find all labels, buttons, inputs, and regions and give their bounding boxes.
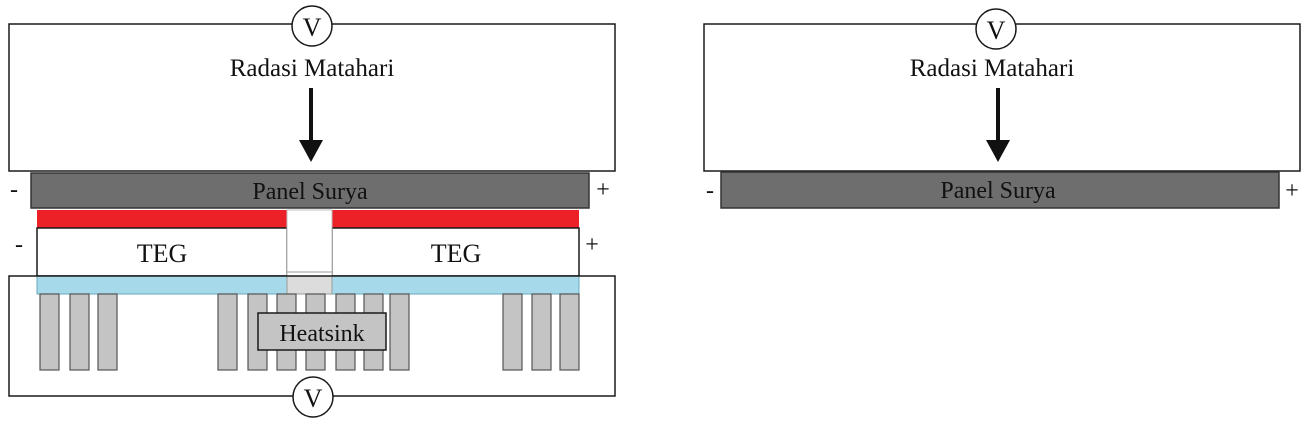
- left-radiation-label: Radasi Matahari: [230, 55, 395, 82]
- voltmeter-circle: [975, 8, 1017, 50]
- left-solar-panel: [30, 172, 590, 209]
- left-panel-minus: -: [10, 177, 18, 203]
- left-cold-plate-gap: [286, 275, 333, 295]
- right-panel-plus: +: [1285, 178, 1299, 204]
- heatsink-fin: [389, 293, 410, 371]
- left-teg-minus: -: [15, 232, 23, 258]
- left-panel-label: Panel Surya: [252, 179, 368, 205]
- heatsink-fin: [69, 293, 90, 371]
- right-radiation-label: Radasi Matahari: [910, 55, 1075, 82]
- left-voltmeter-top: V: [291, 5, 333, 47]
- voltmeter-symbol: V: [304, 384, 323, 413]
- heatsink-fin: [531, 293, 552, 371]
- left-diagram: V Radasi Matahari Panel Surya - + TEG TE…: [8, 5, 616, 418]
- right-diagram: V Radasi Matahari Panel Surya - +: [703, 8, 1301, 209]
- right-radiation-arrow-icon: [986, 88, 1010, 162]
- voltmeter-circle: [292, 376, 334, 418]
- heatsink-fin: [502, 293, 523, 371]
- right-solar-panel: [720, 171, 1280, 209]
- heatsink-fin: [39, 293, 60, 371]
- heatsink-fin: [217, 293, 238, 371]
- right-voltmeter-top: V: [975, 8, 1017, 50]
- left-cold-plate-1: [36, 275, 288, 295]
- right-panel-label: Panel Surya: [940, 178, 1056, 204]
- left-teg-label-2: TEG: [431, 239, 482, 268]
- heatsink-fin: [97, 293, 118, 371]
- heatsink-fin: [559, 293, 580, 371]
- left-gap-spacer: [286, 209, 333, 277]
- left-teg-module-1: [36, 227, 288, 277]
- left-voltmeter-bottom: V: [292, 376, 334, 418]
- left-teg-plus: +: [585, 232, 599, 258]
- left-heatsink-label: Heatsink: [279, 321, 364, 347]
- left-teg-label-1: TEG: [137, 239, 188, 268]
- voltmeter-symbol: V: [987, 16, 1006, 45]
- left-hot-plate-2: [332, 210, 579, 228]
- left-teg-module-2: [331, 227, 580, 277]
- left-radiation-arrow-icon: [299, 88, 323, 162]
- left-panel-plus: +: [596, 177, 610, 203]
- voltmeter-symbol: V: [303, 13, 322, 42]
- left-cold-plate-2: [331, 275, 580, 295]
- right-panel-minus: -: [706, 178, 714, 204]
- left-heatsink-label-box: [257, 312, 387, 351]
- voltmeter-circle: [291, 5, 333, 47]
- left-hot-plate-1: [37, 210, 287, 228]
